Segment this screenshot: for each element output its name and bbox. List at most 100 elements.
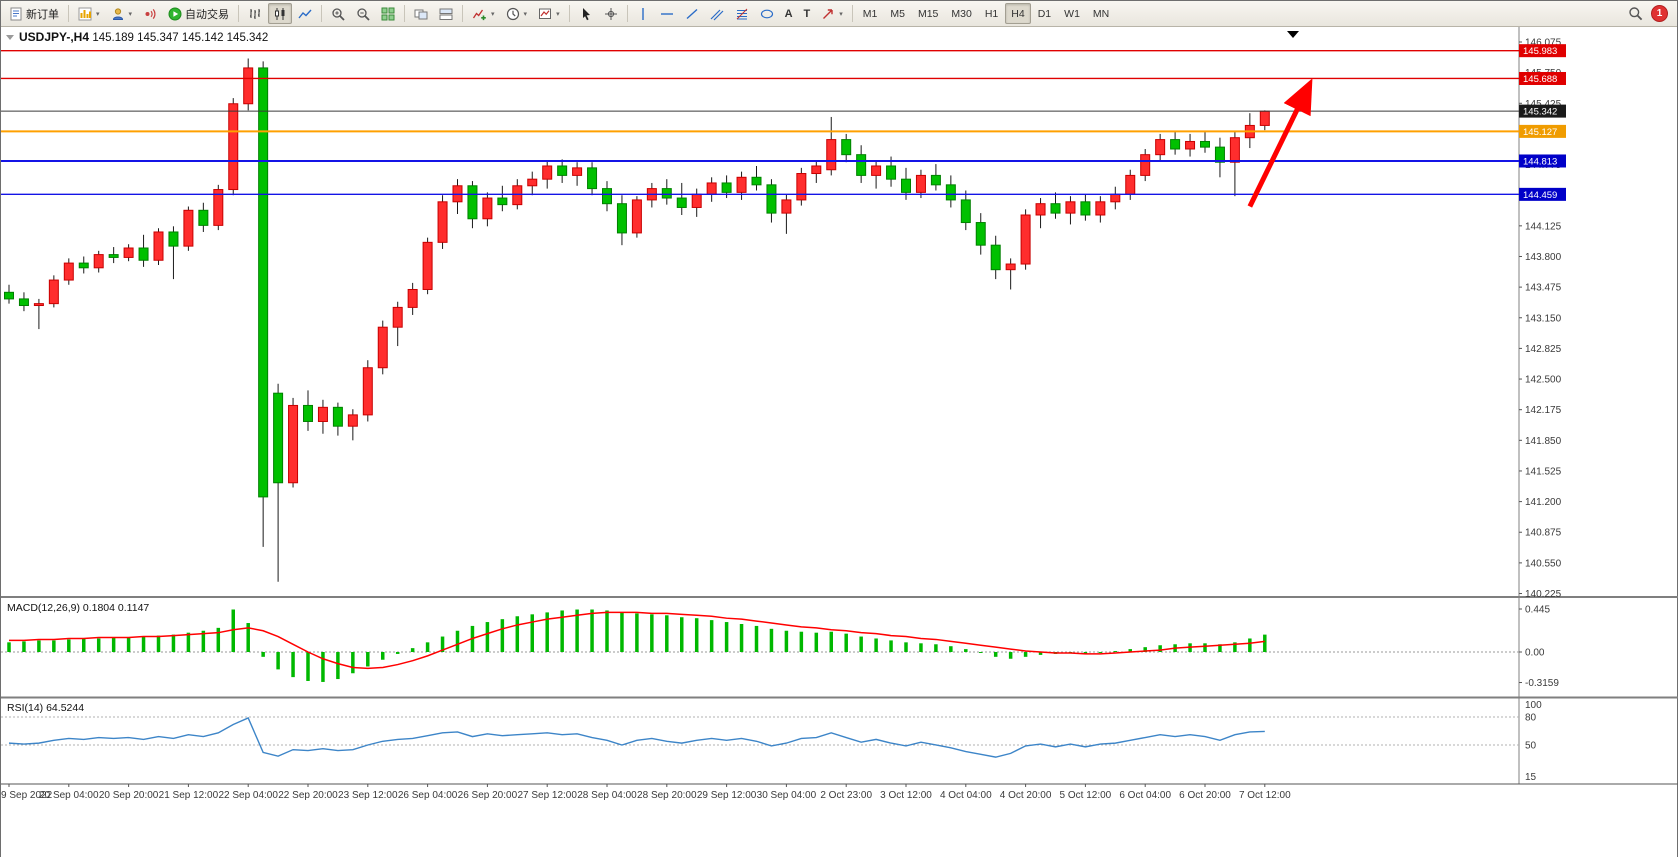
panel-separator[interactable] [1, 696, 1678, 699]
new-chart-button[interactable]: ▾ [73, 3, 105, 24]
crosshair-button[interactable] [599, 3, 623, 24]
candle-up [915, 174, 926, 193]
candle-up [63, 262, 74, 281]
candle-up [228, 103, 239, 191]
chevron-down-icon: ▾ [491, 10, 495, 18]
cursor-icon [579, 7, 593, 21]
price-badge [1519, 104, 1566, 118]
timeframe-w1[interactable]: W1 [1058, 3, 1086, 24]
svg-text:3 Oct 12:00: 3 Oct 12:00 [880, 790, 932, 801]
timeframe-mn[interactable]: MN [1087, 3, 1115, 24]
rsi-line [8, 717, 1265, 758]
candle-down [78, 262, 89, 269]
candle-up [48, 279, 59, 305]
svg-text:145.688: 145.688 [1523, 74, 1557, 85]
chevron-down-icon: ▾ [96, 10, 100, 18]
indicators-icon [472, 7, 487, 21]
panel-separator[interactable] [1, 596, 1678, 598]
text-tool-button[interactable]: A [780, 3, 798, 24]
candle-down [1080, 201, 1091, 216]
bar-chart-button[interactable] [243, 3, 267, 24]
candle-up [392, 306, 403, 328]
arrows-button[interactable]: ▾ [816, 3, 848, 24]
candle-up [1140, 154, 1151, 176]
candle-up [317, 406, 328, 422]
trendline-button[interactable] [680, 3, 704, 24]
candle-down [1050, 203, 1061, 214]
arrange-windows-button[interactable] [434, 3, 458, 24]
annotation-arrow[interactable] [1247, 78, 1313, 208]
tile-windows-button[interactable] [376, 3, 400, 24]
timeframe-m5[interactable]: M5 [884, 3, 911, 24]
rsi-label: RSI(14) 64.5244 [7, 702, 84, 714]
candle-down [108, 254, 119, 258]
text-tool-icon: A [784, 7, 793, 20]
crosshair-icon [604, 7, 618, 21]
timeframe-m15[interactable]: M15 [912, 3, 944, 24]
label-tool-button[interactable]: T [799, 3, 816, 24]
svg-text:140.550: 140.550 [1525, 558, 1562, 569]
new-chart-icon [78, 7, 92, 21]
svg-text:140.225: 140.225 [1525, 589, 1562, 600]
chart-window[interactable]: 146.075145.750145.425145.100144.775144.4… [1, 27, 1678, 862]
timeframe-m1[interactable]: M1 [857, 3, 884, 24]
search-icon [1628, 6, 1643, 21]
svg-text:22 Sep 20:00: 22 Sep 20:00 [278, 790, 338, 801]
fibonacci-button[interactable] [730, 3, 754, 24]
search-button[interactable] [1623, 3, 1648, 24]
candle-up [527, 178, 538, 187]
timeframe-d1[interactable]: D1 [1032, 3, 1057, 24]
broadcast-button[interactable] [138, 3, 162, 24]
candle-down [856, 154, 867, 176]
one-click-trading-icon[interactable] [6, 35, 14, 40]
cascade-windows-button[interactable] [409, 3, 433, 24]
profiles-button[interactable]: ▾ [106, 3, 138, 24]
price-badge [1519, 187, 1566, 201]
svg-text:142.825: 142.825 [1525, 344, 1562, 355]
channel-button[interactable] [705, 3, 729, 24]
new-order-icon [9, 7, 23, 21]
line-chart-button[interactable] [293, 3, 317, 24]
chart-area[interactable]: 146.075145.750145.425145.100144.775144.4… [1, 27, 1678, 857]
candle-down [1200, 140, 1210, 148]
candle-down [497, 197, 508, 206]
zoom-out-button[interactable] [351, 3, 375, 24]
candles [4, 58, 1270, 582]
svg-text:141.525: 141.525 [1525, 466, 1562, 477]
vertical-line-button[interactable] [632, 3, 654, 24]
cursor-button[interactable] [574, 3, 598, 24]
candle-up [1125, 174, 1136, 195]
auto-trading-label: 自动交易 [185, 8, 230, 21]
candle-up [1229, 137, 1240, 163]
svg-text:22 Sep 04:00: 22 Sep 04:00 [218, 790, 278, 801]
svg-text:23 Sep 12:00: 23 Sep 12:00 [338, 790, 398, 801]
candlestick-button[interactable] [268, 3, 293, 24]
price-badge [1519, 71, 1566, 85]
shapes-button[interactable] [755, 3, 779, 24]
templates-button[interactable]: ▾ [533, 3, 565, 24]
candle-up [796, 173, 807, 201]
timeframe-h1[interactable]: H1 [979, 3, 1004, 24]
periods-button[interactable]: ▾ [501, 3, 533, 24]
zoom-in-button[interactable] [326, 3, 350, 24]
new-order-button[interactable]: 新订单 [4, 3, 64, 24]
toolbar-separator [321, 5, 323, 22]
notification-badge[interactable]: 1 [1651, 5, 1668, 22]
new-order-label: 新订单 [26, 8, 59, 21]
price-axis[interactable]: 146.075145.750145.425145.100144.775144.4… [1519, 38, 1562, 601]
candle-up [213, 189, 224, 226]
auto-trading-icon [168, 7, 182, 21]
svg-text:26 Sep 04:00: 26 Sep 04:00 [398, 790, 458, 801]
svg-text:7 Oct 12:00: 7 Oct 12:00 [1239, 790, 1291, 801]
svg-text:6 Oct 20:00: 6 Oct 20:00 [1179, 790, 1231, 801]
chart-shift-marker[interactable] [1287, 31, 1299, 38]
horizontal-line-button[interactable] [655, 3, 679, 24]
indicators-button[interactable]: ▾ [467, 3, 500, 24]
candle-up [781, 199, 792, 214]
auto-trading-button[interactable]: 自动交易 [163, 3, 234, 24]
timeframe-h4[interactable]: H4 [1005, 3, 1031, 24]
svg-text:145.342: 145.342 [1523, 107, 1557, 118]
chevron-down-icon: ▾ [523, 10, 528, 18]
timeframe-m30[interactable]: M30 [945, 3, 977, 24]
